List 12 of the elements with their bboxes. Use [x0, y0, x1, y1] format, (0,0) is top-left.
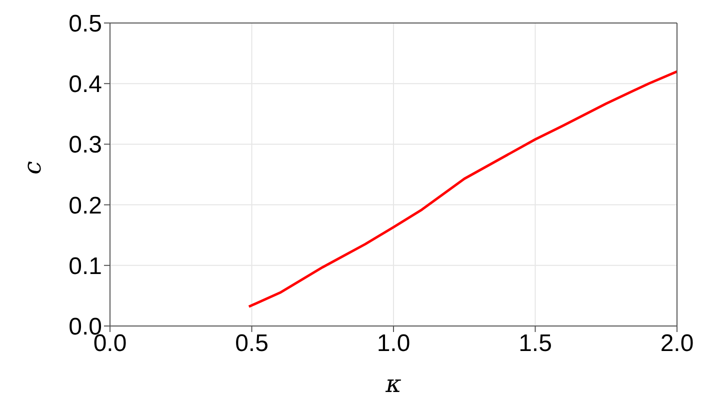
y-tick-label: 0.2 — [68, 192, 102, 220]
x-tick-label: 2.0 — [660, 330, 694, 358]
y-axis-title: c — [18, 161, 47, 174]
x-tick-label: 1.5 — [518, 330, 552, 358]
y-tick-label: 0.4 — [68, 71, 102, 98]
x-tick-label: 1.0 — [376, 330, 410, 358]
line-series — [248, 70, 677, 308]
y-tick-label: 0.1 — [68, 252, 102, 280]
y-tick-label: 0.5 — [68, 10, 102, 38]
y-tick-label: 0.3 — [68, 132, 102, 159]
x-axis-title: κ — [384, 370, 402, 398]
x-tick-label: 0.5 — [235, 330, 268, 358]
